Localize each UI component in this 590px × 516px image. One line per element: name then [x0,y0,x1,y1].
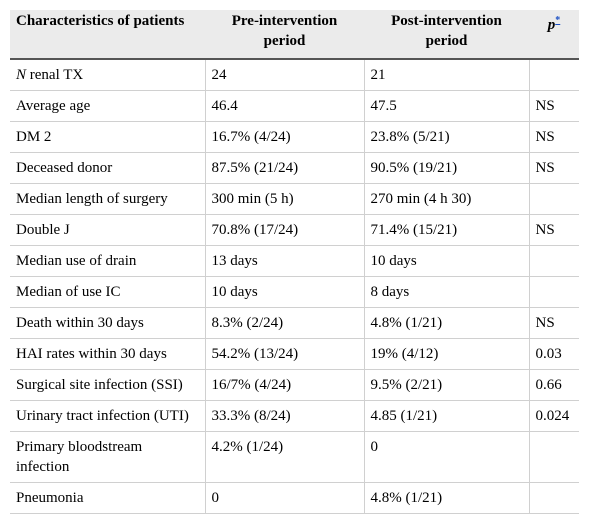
cell-post: 23.8% (5/21) [363,121,529,153]
header-p-value: p* [529,10,579,60]
cell-post: 71.4% (15/21) [363,214,529,246]
label-text: renal TX [26,67,84,83]
cell-characteristic: Surgical site infection (SSI) [10,369,205,401]
table-row: Median length of surgery 300 min (5 h) 270… [10,183,579,215]
label-text: Primary bloodstream infection [16,439,143,475]
header-post-intervention: Post-intervention period [364,10,529,60]
cell-characteristic: HAI rates within 30 days [10,338,205,370]
table-row: Primary bloodstream infection 4.2% (1/24)… [10,431,579,483]
label-text: Deceased donor [16,160,113,176]
cell-post: 4.8% (1/21) [363,482,529,514]
cell-characteristic: Median of use IC [10,276,205,308]
cell-p-value: 0.66 [528,369,579,401]
table-row: DM 2 16.7% (4/24) 23.8% (5/21) NS [10,121,579,153]
cell-post: 4.8% (1/21) [363,307,529,339]
label-text: Urinary tract infection (UTI) [16,408,189,424]
label-text: Pneumonia [16,490,84,506]
cell-post: 47.5 [363,90,529,122]
table-row: N renal TX 24 21 [10,59,579,91]
cell-p-value [528,431,579,483]
header-pre-intervention: Pre-intervention period [205,10,364,60]
cell-characteristic: Deceased donor [10,152,205,184]
cell-characteristic: N renal TX [10,59,205,91]
cell-post: 21 [363,59,529,91]
cell-p-value [528,482,579,514]
label-text: Surgical site infection (SSI) [16,377,183,393]
cell-pre: 33.3% (8/24) [204,400,364,432]
label-text: Double J [16,222,70,238]
cell-p-value: 0.024 [528,400,579,432]
cell-post: 90.5% (19/21) [363,152,529,184]
cell-p-value: NS [528,121,579,153]
cell-post: 19% (4/12) [363,338,529,370]
cell-pre: 13 days [204,245,364,277]
cell-p-value [528,183,579,215]
cell-post: 8 days [363,276,529,308]
label-text: Median of use IC [16,284,121,300]
cell-p-value [528,59,579,91]
cell-pre: 16/7% (4/24) [204,369,364,401]
cell-p-value: NS [528,214,579,246]
cell-characteristic: DM 2 [10,121,205,153]
cell-p-value [528,245,579,277]
table-header: Characteristics of patients Pre-interven… [10,10,579,60]
table-row: HAI rates within 30 days 54.2% (13/24) 19%… [10,338,579,370]
cell-post: 4.85 (1/21) [363,400,529,432]
header-row: Characteristics of patients Pre-interven… [10,10,579,60]
patient-characteristics-table: Characteristics of patients Pre-interven… [10,10,579,514]
cell-pre: 300 min (5 h) [204,183,364,215]
cell-post: 0 [363,431,529,483]
table-row: Double J 70.8% (17/24) 71.4% (15/21) NS [10,214,579,246]
p-letter: p [547,17,556,33]
cell-characteristic: Double J [10,214,205,246]
cell-characteristic: Median use of drain [10,245,205,277]
cell-pre: 10 days [204,276,364,308]
cell-characteristic: Primary bloodstream infection [10,431,205,483]
footnote-link[interactable]: * [555,15,561,26]
table-row: Urinary tract infection (UTI) 33.3% (8/24… [10,400,579,432]
table-row: Death within 30 days 8.3% (2/24) 4.8% (1/2… [10,307,579,339]
label-text: Death within 30 days [16,315,144,331]
table-row: Pneumonia 0 4.8% (1/21) [10,482,579,514]
cell-pre: 87.5% (21/24) [204,152,364,184]
cell-characteristic: Death within 30 days [10,307,205,339]
table-row: Surgical site infection (SSI) 16/7% (4/24… [10,369,579,401]
cell-pre: 70.8% (17/24) [204,214,364,246]
cell-characteristic: Pneumonia [10,482,205,514]
cell-pre: 0 [204,482,364,514]
cell-post: 9.5% (2/21) [363,369,529,401]
label-text: DM 2 [16,129,52,145]
cell-p-value: NS [528,307,579,339]
cell-pre: 54.2% (13/24) [204,338,364,370]
table-row: Median of use IC 10 days 8 days [10,276,579,308]
table-row: Median use of drain 13 days 10 days [10,245,579,277]
cell-pre: 24 [204,59,364,91]
cell-p-value: NS [528,152,579,184]
cell-p-value [528,276,579,308]
label-text: HAI rates within 30 days [16,346,167,362]
table-row: Average age 46.4 47.5 NS [10,90,579,122]
table-row: Deceased donor 87.5% (21/24) 90.5% (19/21)… [10,152,579,184]
label-text: Median length of surgery [16,191,168,207]
cell-post: 10 days [363,245,529,277]
cell-characteristic: Median length of surgery [10,183,205,215]
cell-characteristic: Average age [10,90,205,122]
header-characteristics: Characteristics of patients [10,10,205,60]
cell-pre: 16.7% (4/24) [204,121,364,153]
cell-pre: 46.4 [204,90,364,122]
cell-pre: 4.2% (1/24) [204,431,364,483]
cell-p-value: 0.03 [528,338,579,370]
label-text: Average age [16,98,91,114]
label-prefix: N [16,67,27,83]
label-text: Median use of drain [16,253,137,269]
cell-characteristic: Urinary tract infection (UTI) [10,400,205,432]
cell-pre: 8.3% (2/24) [204,307,364,339]
cell-p-value: NS [528,90,579,122]
cell-post: 270 min (4 h 30) [363,183,529,215]
